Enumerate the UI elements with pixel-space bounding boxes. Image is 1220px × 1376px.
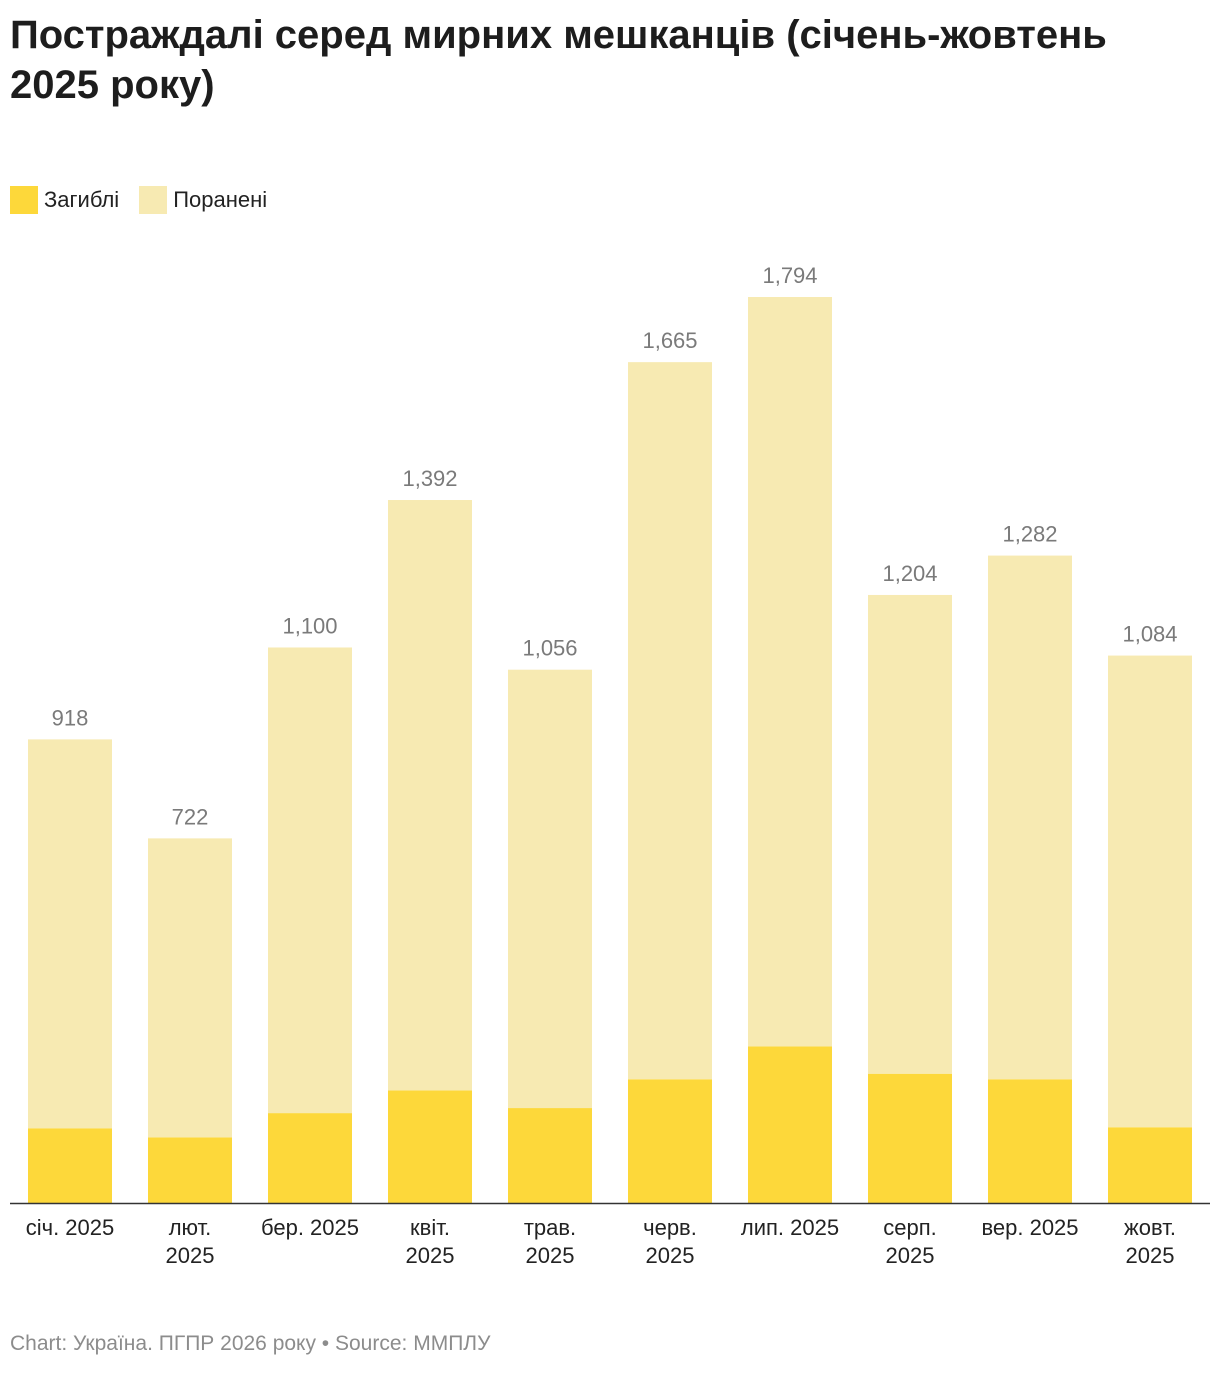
x-tick-label: 2025 (166, 1243, 215, 1268)
x-tick-label: черв. (643, 1215, 697, 1240)
x-tick-label: трав. (524, 1215, 576, 1240)
x-tick-label: лют. (169, 1215, 212, 1240)
x-tick-label: вер. 2025 (981, 1215, 1078, 1240)
legend-item-killed: Загиблі (10, 186, 119, 214)
bar-killed (748, 1046, 832, 1203)
total-label: 1,100 (282, 613, 337, 638)
bar-killed (268, 1113, 352, 1203)
x-tick-label: жовт. (1124, 1215, 1176, 1240)
bar-injured (508, 669, 592, 1109)
x-tick-label: серп. (883, 1215, 937, 1240)
bar-killed (388, 1090, 472, 1203)
bar-injured (628, 362, 712, 1080)
chart-title: Постраждалі серед мирних мешканців (січе… (10, 13, 1107, 107)
legend-label-injured: Поранені (173, 187, 268, 212)
total-label: 1,056 (522, 636, 577, 661)
bar-injured (988, 555, 1072, 1080)
bar-injured (148, 838, 232, 1138)
x-tick-label: 2025 (526, 1243, 575, 1268)
total-label: 1,282 (1002, 522, 1057, 547)
total-label: 1,204 (882, 561, 937, 586)
stacked-bar-chart: 918 січ. 2025 722 лют. 2025 1,100 бер. 2025 1,3… (10, 263, 1210, 1268)
legend-swatch-killed (10, 186, 38, 214)
bar-killed (868, 1073, 952, 1203)
x-tick-label: лип. 2025 (741, 1215, 839, 1240)
bar-injured (388, 500, 472, 1091)
total-label: 1,665 (642, 328, 697, 353)
legend-item-injured: Поранені (139, 186, 267, 214)
bar-killed (508, 1108, 592, 1203)
chart-footer: Chart: Україна. ПГПР 2026 року • Source:… (10, 1332, 491, 1355)
x-tick-label: січ. 2025 (26, 1215, 115, 1240)
bar-injured (748, 297, 832, 1047)
total-label: 1,794 (762, 263, 817, 288)
total-label: 722 (172, 804, 209, 829)
x-tick-label: бер. 2025 (261, 1215, 359, 1240)
bar-killed (148, 1137, 232, 1203)
x-tick-label: 2025 (406, 1243, 455, 1268)
bar-injured (268, 647, 352, 1114)
total-label: 1,084 (1122, 622, 1177, 647)
bar-injured (1108, 655, 1192, 1128)
legend-swatch-injured (139, 186, 168, 214)
x-tick-label: 2025 (886, 1243, 935, 1268)
x-tick-label: 2025 (646, 1243, 695, 1268)
x-tick-label: 2025 (1126, 1243, 1175, 1268)
legend: Загиблі Поранені (10, 186, 267, 214)
x-tick-label: квіт. (410, 1215, 450, 1240)
bar-killed (988, 1079, 1072, 1203)
bar-injured (28, 739, 112, 1129)
legend-label-killed: Загиблі (44, 187, 120, 212)
bar-killed (628, 1079, 712, 1203)
bar-killed (1108, 1127, 1192, 1203)
bar-injured (868, 594, 952, 1074)
bar-killed (28, 1128, 112, 1203)
total-label: 918 (52, 705, 89, 730)
total-label: 1,392 (402, 466, 457, 491)
